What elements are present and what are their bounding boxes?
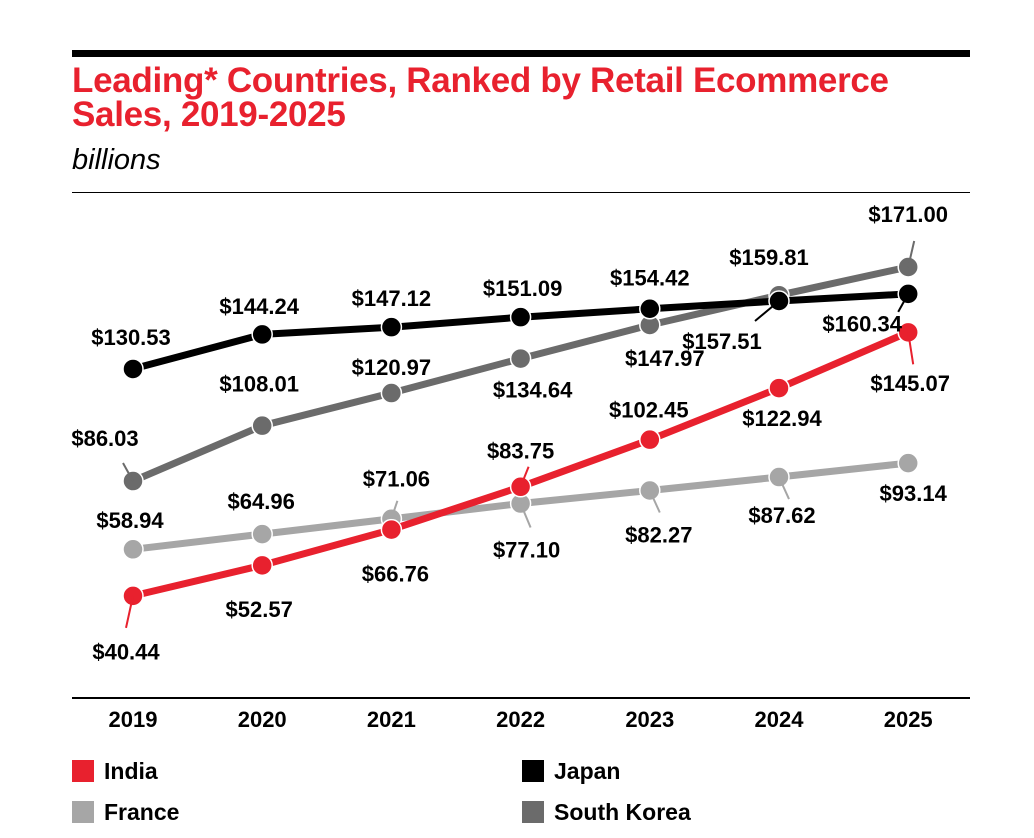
data-label-japan-2024: $157.51 (682, 329, 762, 354)
data-point-india-2024 (768, 377, 790, 399)
leader-line-france-2022 (519, 503, 532, 528)
data-point-japan-2021 (380, 316, 403, 338)
data-label-japan-2020: $144.24 (219, 294, 299, 319)
leader-line-south-korea-2025 (907, 240, 916, 268)
data-label-france-2019: $58.94 (96, 508, 164, 533)
x-tick-label-2024: 2024 (755, 707, 805, 732)
data-label-south-korea-2022: $134.64 (493, 377, 573, 402)
top-rule (72, 50, 970, 57)
leader-line-india-2022 (519, 466, 530, 488)
legend-label-south-korea: South Korea (554, 798, 691, 825)
data-point-japan-2020 (251, 323, 273, 346)
x-tick-label-2022: 2022 (496, 707, 545, 732)
x-tick-label-2025: 2025 (884, 707, 933, 732)
line-chart: 2019 2020 2021 2022 2023 2024 2025 $58.94 $64.96… (71, 202, 970, 732)
leader-line-japan-2025 (897, 293, 910, 313)
data-label-india-2022: $83.75 (487, 439, 554, 464)
data-label-japan-2019: $130.53 (91, 325, 171, 350)
leader-line-india-2025 (907, 332, 915, 365)
legend-item-india: India (72, 756, 158, 786)
data-label-france-2023: $82.27 (625, 522, 692, 547)
x-tick-label-2020: 2020 (238, 707, 287, 732)
data-label-japan-2022: $151.09 (483, 276, 563, 301)
leader-line-france-2024 (778, 476, 790, 500)
data-label-india-2025: $145.07 (870, 371, 950, 396)
data-label-france-2025: $93.14 (880, 481, 948, 506)
legend-item-south-korea: South Korea (522, 797, 691, 827)
data-label-india-2020: $52.57 (226, 597, 293, 622)
legend-label-france: France (104, 798, 180, 825)
data-point-france-2025 (897, 452, 919, 474)
legend-swatch-south-korea (522, 801, 544, 823)
legend-swatch-france (72, 801, 94, 823)
data-label-japan-2025: $160.34 (822, 312, 902, 337)
chart-subtitle: billions (72, 144, 161, 176)
leader-line-india-2019 (125, 595, 134, 629)
data-label-india-2019: $40.44 (92, 640, 160, 665)
data-point-japan-2023 (639, 298, 661, 320)
x-tick-label-2021: 2021 (367, 707, 416, 732)
data-point-south-korea-2022 (509, 347, 532, 370)
subtitle-rule (72, 192, 970, 193)
data-label-south-korea-2025: $171.00 (868, 202, 948, 227)
data-label-japan-2023: $154.42 (610, 266, 690, 291)
legend: India Japan France South Korea (72, 756, 970, 836)
x-tick-label-2019: 2019 (109, 707, 158, 732)
x-tick-label-2023: 2023 (625, 707, 674, 732)
data-label-japan-2021: $147.12 (352, 286, 432, 311)
data-label-south-korea-2023: $147.97 (625, 346, 705, 371)
legend-swatch-japan (522, 760, 544, 782)
data-point-france-2019 (122, 538, 144, 561)
data-point-japan-2022 (509, 306, 532, 328)
data-label-france-2024: $87.62 (748, 503, 815, 528)
chart-title: Leading* Countries, Ranked by Retail Eco… (72, 61, 889, 134)
legend-label-india: India (104, 757, 158, 784)
data-point-india-2023 (639, 428, 661, 451)
data-label-india-2021: $66.76 (362, 561, 429, 586)
data-point-japan-2019 (122, 358, 144, 380)
data-point-south-korea-2021 (380, 382, 403, 404)
data-point-france-2020 (251, 523, 273, 545)
data-point-india-2020 (251, 554, 273, 577)
data-label-south-korea-2024: $159.81 (729, 245, 809, 270)
leader-line-france-2023 (648, 490, 661, 513)
data-label-south-korea-2019: $86.03 (71, 426, 138, 451)
series-france (122, 452, 919, 561)
data-label-france-2021: $71.06 (363, 467, 430, 492)
data-point-india-2021 (380, 518, 403, 541)
legend-item-france: France (72, 797, 179, 827)
legend-label-japan: Japan (554, 757, 621, 784)
leader-line-france-2021 (390, 500, 399, 520)
data-label-france-2020: $64.96 (228, 489, 295, 514)
data-label-south-korea-2021: $120.97 (352, 355, 432, 380)
data-label-india-2024: $122.94 (742, 406, 822, 431)
data-label-south-korea-2020: $108.01 (219, 371, 299, 396)
data-label-france-2022: $77.10 (493, 537, 560, 562)
legend-item-japan: Japan (522, 756, 620, 786)
leader-line-south-korea-2019 (122, 462, 134, 482)
data-point-south-korea-2020 (251, 414, 273, 437)
legend-swatch-india (72, 760, 94, 782)
leader-line-japan-2024 (754, 300, 780, 322)
data-label-india-2023: $102.45 (609, 397, 689, 422)
